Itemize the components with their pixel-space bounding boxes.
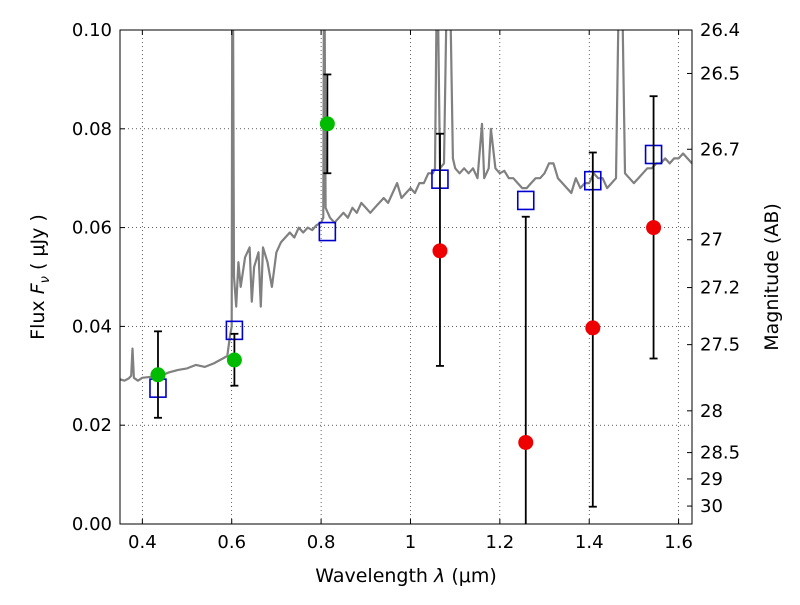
mag-tick-label: 27 xyxy=(700,230,723,251)
y-tick-label: 0.10 xyxy=(72,20,112,41)
mag-tick-label: 28.5 xyxy=(700,443,740,464)
y-tick-label: 0.00 xyxy=(72,514,112,535)
mag-tick-label: 26.5 xyxy=(700,63,740,84)
x-tick-label: 0.6 xyxy=(217,532,246,553)
spectrum-line xyxy=(120,30,692,382)
detection-point xyxy=(150,367,166,383)
x-tick-label: 0.8 xyxy=(307,532,336,553)
x-axis-label: Wavelength λ (μm) xyxy=(315,565,496,587)
detection-point xyxy=(319,116,335,132)
nondetection-point xyxy=(518,434,534,450)
x-tick-label: 0.4 xyxy=(128,532,157,553)
y-axis-label: Flux Fν ( μJy ) xyxy=(27,214,53,340)
mag-tick-label: 27.2 xyxy=(700,278,740,299)
y-tick-label: 0.04 xyxy=(72,316,112,337)
detection-point xyxy=(226,352,242,368)
x-tick-label: 1.4 xyxy=(575,532,604,553)
model-flux-square xyxy=(318,221,337,242)
mag-tick-label: 26.4 xyxy=(700,20,740,41)
x-tick-label: 1.2 xyxy=(486,532,515,553)
axis-ticks: 0.4 0.6 0.8 1 1.2 1.4 1.6 0.00 0.02 0.04 0.06 0.08 0… xyxy=(72,20,740,553)
nondetection-point xyxy=(585,320,601,336)
mag-tick-label: 29 xyxy=(700,469,723,490)
nondetection-point xyxy=(646,220,662,236)
y-tick-label: 0.08 xyxy=(72,119,112,140)
mag-tick-label: 30 xyxy=(700,496,723,517)
x-tick-label: 1 xyxy=(405,532,416,553)
x-tick-label: 1.6 xyxy=(664,532,693,553)
right-axis-label: Magnitude (AB) xyxy=(761,203,783,351)
model-flux-square xyxy=(516,190,535,211)
y-tick-label: 0.02 xyxy=(72,415,112,436)
mag-tick-label: 28 xyxy=(700,401,723,422)
y-tick-label: 0.06 xyxy=(72,218,112,239)
plot-frame xyxy=(119,29,693,525)
mag-tick-label: 26.7 xyxy=(700,139,740,160)
plot-area xyxy=(120,30,692,524)
mag-tick-label: 27.5 xyxy=(700,335,740,356)
grid-lines xyxy=(120,30,692,524)
nondetection-point xyxy=(432,243,448,259)
